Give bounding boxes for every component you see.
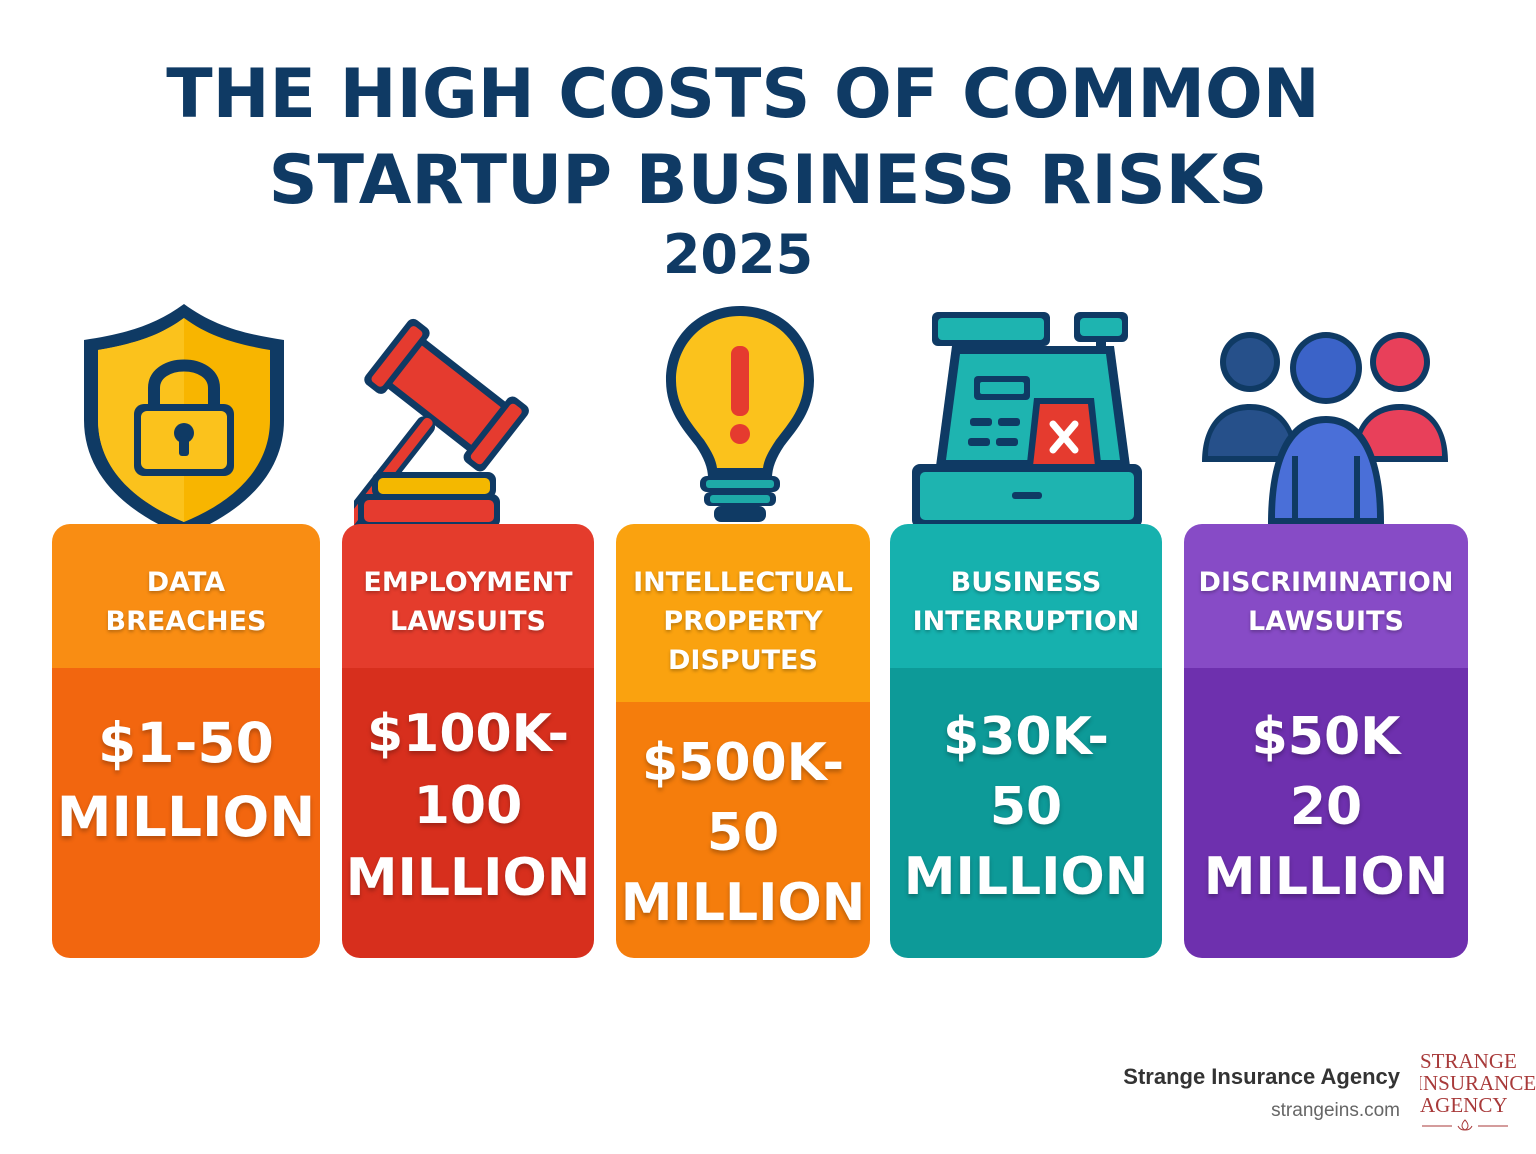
- title-line-2: STARTUP BUSINESS RISKS: [268, 141, 1268, 220]
- lightbulb-alert-icon: [666, 306, 814, 522]
- logo-lotus-icon: [1422, 1119, 1508, 1131]
- risk-card-data-breaches: DATA BREACHES $1-50 MILLION: [52, 524, 320, 958]
- year-label: 2025: [662, 223, 814, 286]
- shield-lock-icon: [84, 304, 284, 536]
- gavel-icon: [354, 318, 529, 532]
- risk-card-discrimination-lawsuits: DISCRIMINATION LAWSUITS $50K 20 MILLION: [1184, 524, 1468, 958]
- risk-card-business-interruption: BUSINESS INTERRUPTION $30K- 50 MILLION: [890, 524, 1162, 958]
- logo-line-2: INSURANCE: [1420, 1071, 1536, 1095]
- risk-card-employment-lawsuits: EMPLOYMENT LAWSUITS $100K- 100 MILLION: [342, 524, 594, 958]
- risk-cost: $1-50 MILLION: [52, 668, 320, 958]
- people-group-icon: [1202, 332, 1448, 524]
- risk-cost: $500K- 50 MILLION: [616, 702, 870, 958]
- logo-line-1: STRANGE: [1420, 1050, 1517, 1073]
- title-line-1: THE HIGH COSTS OF COMMON: [166, 55, 1320, 134]
- cash-register-icon: [912, 312, 1142, 528]
- risk-cost: $100K- 100 MILLION: [342, 668, 594, 958]
- company-logo: STRANGE INSURANCE AGENCY: [1420, 1050, 1536, 1134]
- risk-cost: $30K- 50 MILLION: [890, 668, 1162, 958]
- risk-card-intellectual-property-disputes: INTELLECTUAL PROPERTY DISPUTES $500K- 50…: [616, 524, 870, 958]
- logo-line-3: AGENCY: [1420, 1093, 1508, 1117]
- company-name: Strange Insurance Agency: [1123, 1064, 1400, 1089]
- page-title: THE HIGH COSTS OF COMMON STARTUP BUSINES…: [0, 52, 1536, 224]
- risk-cost: $50K 20 MILLION: [1184, 668, 1468, 958]
- company-url: strangeins.com: [1271, 1100, 1400, 1121]
